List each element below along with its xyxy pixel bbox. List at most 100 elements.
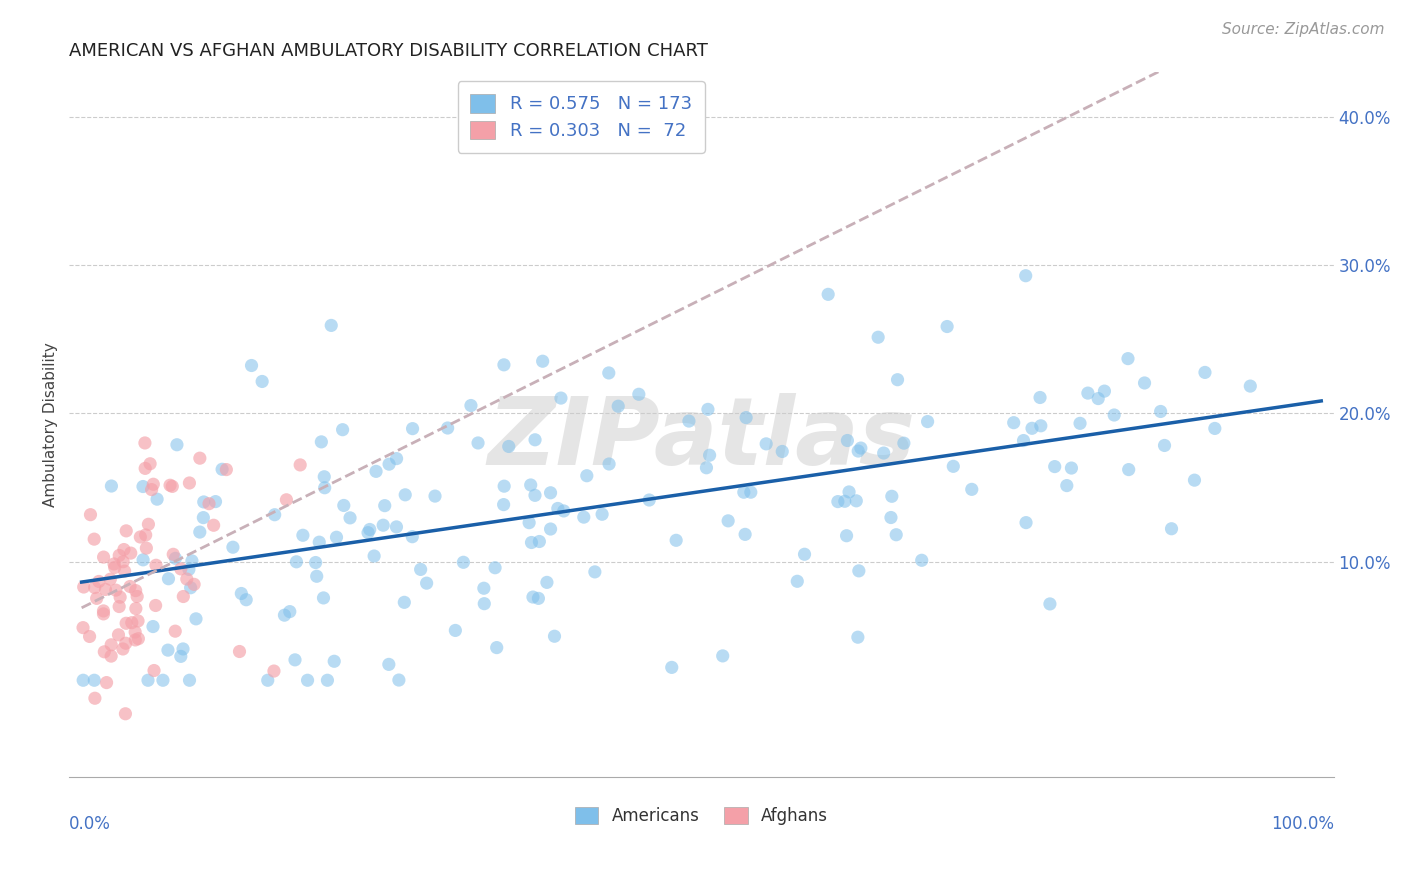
Point <box>1102 408 1125 422</box>
Point <box>492 498 515 512</box>
Point <box>323 654 346 668</box>
Point <box>401 422 423 436</box>
Point <box>1056 478 1078 492</box>
Point <box>333 499 356 513</box>
Point <box>316 673 339 688</box>
Point <box>118 580 141 594</box>
Point <box>697 402 720 417</box>
Point <box>96 675 118 690</box>
Point <box>312 591 335 605</box>
Point <box>472 581 495 595</box>
Point <box>1060 461 1083 475</box>
Point <box>1133 376 1156 390</box>
Point <box>1015 516 1038 530</box>
Point <box>793 547 815 561</box>
Point <box>517 516 540 530</box>
Point <box>93 550 115 565</box>
Point <box>868 330 890 344</box>
Point <box>1160 522 1182 536</box>
Point <box>1204 421 1226 435</box>
Point <box>165 551 187 566</box>
Point <box>93 645 115 659</box>
Text: Source: ZipAtlas.com: Source: ZipAtlas.com <box>1222 22 1385 37</box>
Point <box>165 624 187 639</box>
Point <box>183 577 205 591</box>
Point <box>73 580 96 594</box>
Point <box>231 586 253 600</box>
Point <box>157 572 180 586</box>
Point <box>1029 418 1052 433</box>
Point <box>415 576 437 591</box>
Point <box>100 649 122 664</box>
Point <box>665 533 688 548</box>
Point <box>188 524 211 539</box>
Point <box>733 485 755 500</box>
Point <box>114 636 136 650</box>
Point <box>121 615 143 630</box>
Point <box>1021 421 1043 435</box>
Point <box>139 457 162 471</box>
Point <box>388 673 411 687</box>
Point <box>132 553 155 567</box>
Point <box>1012 434 1035 448</box>
Point <box>849 441 872 455</box>
Point <box>1116 351 1139 366</box>
Point <box>846 444 869 458</box>
Point <box>880 489 903 503</box>
Point <box>880 510 903 524</box>
Point <box>124 583 146 598</box>
Point <box>86 591 108 606</box>
Point <box>453 555 475 569</box>
Point <box>305 569 328 583</box>
Point <box>699 448 721 462</box>
Point <box>156 643 179 657</box>
Point <box>256 673 278 688</box>
Point <box>124 625 146 640</box>
Point <box>127 614 149 628</box>
Point <box>527 591 550 606</box>
Point <box>193 510 215 524</box>
Point <box>607 399 630 413</box>
Point <box>87 574 110 589</box>
Point <box>142 477 165 491</box>
Point <box>297 673 319 688</box>
Point <box>132 479 155 493</box>
Point <box>423 489 446 503</box>
Point <box>141 483 163 497</box>
Point <box>180 581 202 595</box>
Point <box>1118 462 1140 476</box>
Point <box>142 619 165 633</box>
Point <box>108 599 131 614</box>
Point <box>108 590 131 604</box>
Point <box>357 525 380 540</box>
Point <box>378 457 401 471</box>
Point <box>104 560 127 574</box>
Point <box>472 597 495 611</box>
Point <box>1039 597 1062 611</box>
Point <box>114 706 136 721</box>
Point <box>817 287 839 301</box>
Point <box>484 560 506 574</box>
Point <box>886 373 908 387</box>
Point <box>145 558 167 573</box>
Point <box>198 497 221 511</box>
Point <box>678 414 700 428</box>
Point <box>520 535 543 549</box>
Point <box>711 648 734 663</box>
Point <box>204 494 226 508</box>
Point <box>1149 404 1171 418</box>
Point <box>215 462 238 476</box>
Point <box>162 479 184 493</box>
Point <box>409 562 432 576</box>
Point <box>146 492 169 507</box>
Point <box>848 564 870 578</box>
Point <box>276 492 298 507</box>
Point <box>835 529 858 543</box>
Point <box>100 479 122 493</box>
Point <box>373 518 395 533</box>
Point <box>540 522 562 536</box>
Point <box>436 421 458 435</box>
Point <box>79 508 101 522</box>
Point <box>314 481 336 495</box>
Point <box>536 575 558 590</box>
